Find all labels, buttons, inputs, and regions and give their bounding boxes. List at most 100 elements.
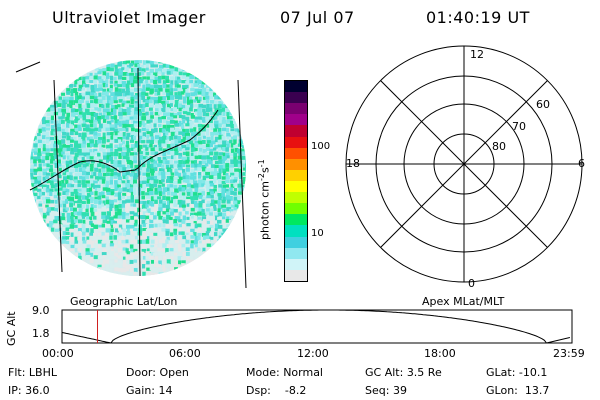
speckle-pixel xyxy=(146,248,151,254)
speckle-pixel xyxy=(53,131,57,135)
speckle-pixel xyxy=(221,199,226,204)
speckle-pixel xyxy=(158,147,163,151)
speckle-pixel xyxy=(97,96,102,101)
speckle-pixel xyxy=(178,239,183,244)
speckle-pixel xyxy=(153,247,157,251)
speckle-pixel xyxy=(54,199,59,204)
info-glat-value: -10.1 xyxy=(518,366,548,379)
speckle-pixel xyxy=(182,235,187,240)
speckle-pixel xyxy=(201,160,207,164)
speckle-pixel xyxy=(62,203,68,208)
speckle-pixel xyxy=(137,92,142,98)
speckle-pixel xyxy=(65,231,70,235)
speckle-pixel xyxy=(82,243,87,247)
speckle-pixel xyxy=(177,264,181,270)
speckle-pixel xyxy=(182,119,186,124)
speckle-pixel xyxy=(50,136,55,141)
orbit-right-label: Apex MLat/MLT xyxy=(422,295,505,308)
speckle-pixel xyxy=(174,235,178,241)
speckle-pixel xyxy=(117,248,122,253)
speckle-pixel xyxy=(98,248,102,252)
speckle-pixel xyxy=(133,148,137,153)
speckle-pixel xyxy=(197,151,203,156)
speckle-pixel xyxy=(137,123,142,128)
speckle-pixel xyxy=(137,72,142,76)
speckle-pixel xyxy=(73,147,79,153)
speckle-pixel xyxy=(230,183,235,188)
speckle-pixel xyxy=(233,196,238,202)
speckle-pixel xyxy=(93,252,98,258)
speckle-pixel xyxy=(170,252,176,258)
speckle-pixel xyxy=(202,111,206,117)
speckle-pixel xyxy=(241,144,246,148)
speckle-pixel xyxy=(166,68,171,73)
speckle-pixel xyxy=(198,119,202,125)
speckle-pixel xyxy=(89,187,93,193)
speckle-pixel xyxy=(113,256,117,260)
speckle-pixel xyxy=(221,187,226,193)
speckle-pixel xyxy=(245,159,246,164)
speckle-pixel xyxy=(182,87,187,93)
speckle-pixel xyxy=(45,144,50,149)
speckle-pixel xyxy=(182,67,187,72)
speckle-pixel xyxy=(78,76,82,81)
speckle-pixel xyxy=(210,136,214,141)
info-flt-label: Flt: xyxy=(8,366,26,379)
speckle-pixel xyxy=(209,119,213,124)
speckle-pixel xyxy=(206,200,212,206)
speckle-pixel xyxy=(61,151,65,155)
speckle-pixel xyxy=(129,92,134,97)
speckle-pixel xyxy=(90,88,96,94)
speckle-pixel xyxy=(149,104,155,109)
speckle-pixel xyxy=(149,188,154,192)
meridian-line xyxy=(137,67,141,277)
speckle-pixel xyxy=(149,275,154,276)
speckle-pixel xyxy=(33,171,38,176)
speckle-pixel xyxy=(154,256,159,260)
speckle-pixel xyxy=(174,123,180,127)
speckle-pixel xyxy=(41,219,46,224)
speckle-pixel xyxy=(209,91,214,96)
speckle-pixel xyxy=(74,91,79,96)
speckle-pixel xyxy=(101,139,106,144)
speckle-pixel xyxy=(153,232,158,237)
speckle-pixel xyxy=(146,208,151,213)
speckle-pixel xyxy=(78,111,83,115)
speckle-pixel xyxy=(85,180,91,184)
speckle-pixel xyxy=(181,256,186,262)
speckle-pixel xyxy=(242,167,246,171)
speckle-pixel xyxy=(117,184,121,188)
speckle-pixel xyxy=(94,211,99,216)
speckle-pixel xyxy=(101,191,105,196)
speckle-pixel xyxy=(102,127,107,132)
speckle-pixel xyxy=(169,91,174,97)
speckle-pixel xyxy=(137,63,141,69)
speckle-pixel xyxy=(134,92,140,97)
speckle-pixel xyxy=(190,147,196,153)
speckle-pixel xyxy=(129,88,134,94)
speckle-pixel xyxy=(186,264,190,269)
speckle-pixel xyxy=(181,220,186,225)
speckle-pixel xyxy=(30,175,34,180)
speckle-pixel xyxy=(129,75,134,81)
speckle-pixel xyxy=(89,196,94,201)
speckle-pixel xyxy=(226,199,231,204)
speckle-pixel xyxy=(69,116,74,122)
speckle-pixel xyxy=(150,196,155,202)
speckle-pixel xyxy=(154,199,158,205)
speckle-pixel xyxy=(209,143,213,148)
speckle-pixel xyxy=(194,116,200,120)
speckle-pixel xyxy=(146,131,152,135)
speckle-pixel xyxy=(110,188,115,194)
speckle-pixel xyxy=(57,180,62,185)
speckle-pixel xyxy=(94,127,100,131)
speckle-pixel xyxy=(133,179,138,185)
speckle-pixel xyxy=(106,148,112,153)
speckle-pixel xyxy=(146,236,152,240)
speckle-pixel xyxy=(69,139,74,143)
speckle-pixel xyxy=(74,124,78,129)
speckle-pixel xyxy=(78,152,84,156)
speckle-pixel xyxy=(98,147,104,152)
speckle-pixel xyxy=(77,183,82,188)
limb-tick-line xyxy=(15,61,41,73)
